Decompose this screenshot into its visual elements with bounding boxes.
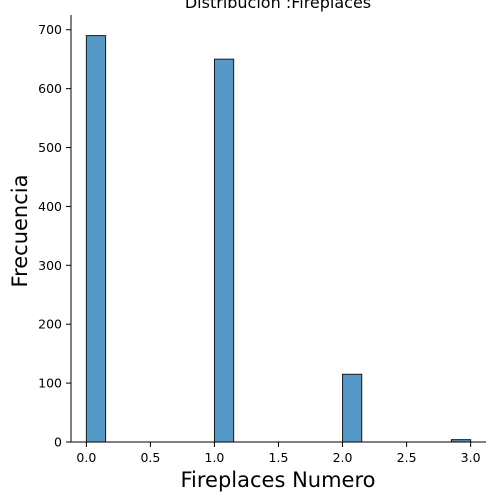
x-tick-label-4: 2.0	[333, 450, 353, 465]
histogram-bar-0	[85, 35, 107, 443]
x-tick-label-3: 1.5	[269, 450, 289, 465]
x-axis-ticks: 0.0 0.5 1.0 1.5 2.0 2.5 3.0	[76, 442, 481, 465]
y-tick-label-2: 200	[38, 317, 62, 332]
bars-group	[85, 35, 472, 443]
y-tick-label-7: 700	[38, 22, 62, 37]
x-tick-label-2: 1.0	[205, 450, 225, 465]
y-tick-label-5: 500	[38, 140, 62, 155]
x-tick-label-0: 0.0	[76, 450, 96, 465]
x-axis-title: Fireplaces Numero	[180, 468, 375, 492]
y-tick-label-4: 400	[38, 199, 62, 214]
y-axis-title: Frecuencia	[8, 175, 32, 288]
x-tick-label-1: 0.5	[140, 450, 160, 465]
y-tick-label-1: 100	[38, 376, 62, 391]
y-tick-label-3: 300	[38, 258, 62, 273]
chart-title: Distribución :Fireplaces	[185, 0, 371, 12]
y-tick-label-0: 0	[54, 435, 62, 450]
x-tick-label-5: 2.5	[397, 450, 417, 465]
y-axis-ticks: 0 100 200 300 400 500 600 700	[38, 22, 71, 450]
histogram-bar-2	[342, 373, 363, 443]
x-tick-label-6: 3.0	[461, 450, 481, 465]
histogram-bar-1	[213, 58, 235, 443]
y-tick-label-6: 600	[38, 81, 62, 96]
